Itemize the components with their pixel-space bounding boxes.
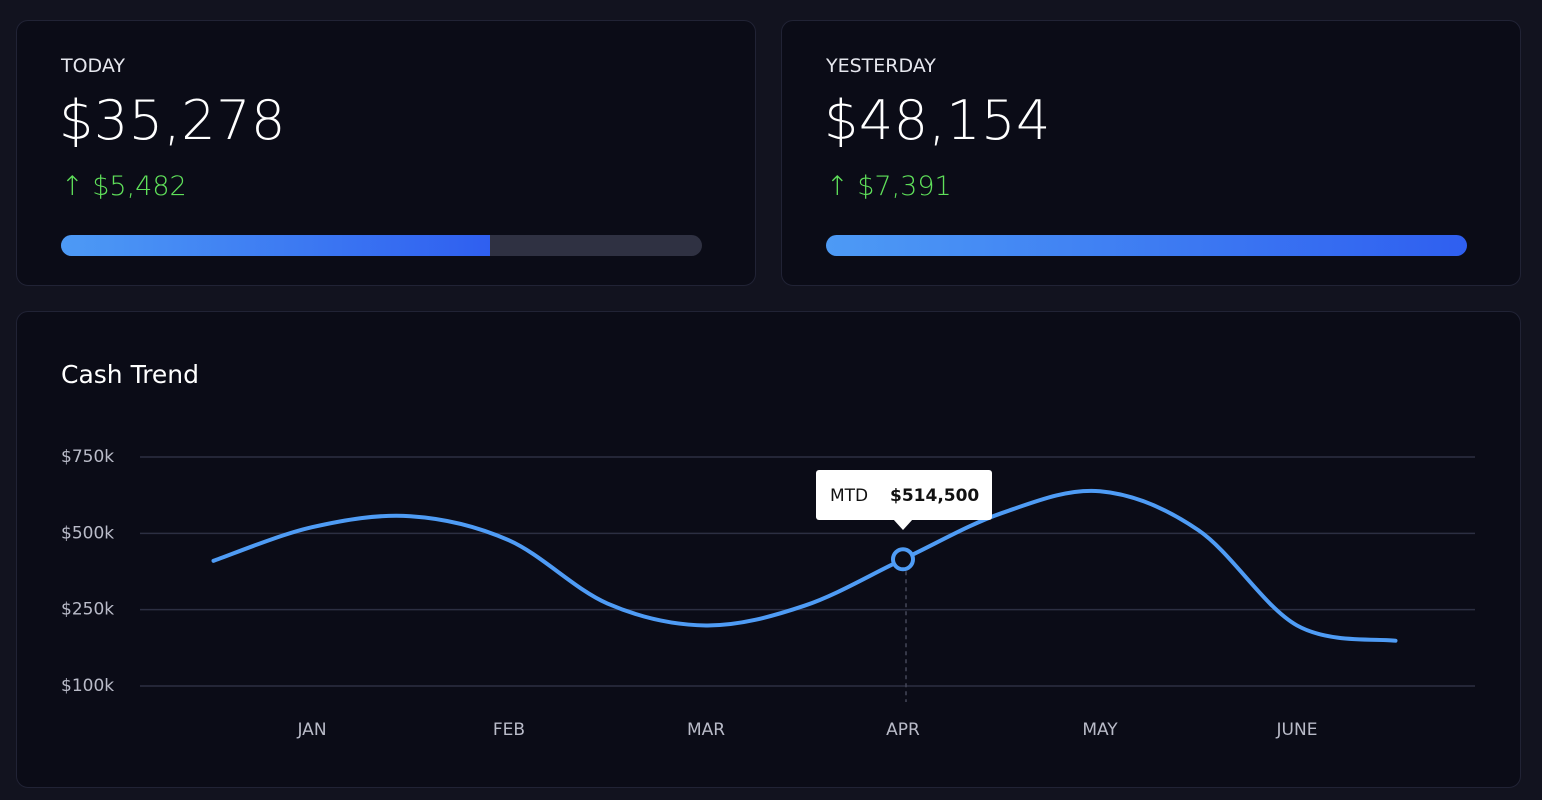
tooltip-pointer: [893, 519, 913, 530]
tooltip-value: $514,500: [890, 486, 979, 506]
change-value: $5,482: [92, 171, 187, 202]
tooltip-box: [816, 470, 992, 520]
card-amount: $48,154: [824, 89, 1051, 152]
x-tick-label: MAR: [687, 720, 725, 740]
progress-fill: [61, 235, 491, 256]
x-tick-label: JAN: [296, 720, 326, 740]
y-tick-label: $750k: [61, 447, 114, 467]
yesterday-card: YESTERDAY $48,154 ↑ $7,391: [781, 20, 1521, 286]
progress-fill: [826, 235, 1467, 256]
trend-line: [211, 488, 1398, 643]
up-arrow: ↑: [826, 171, 858, 202]
x-tick-label: JUNE: [1276, 720, 1318, 740]
card-change: ↑ $7,391: [826, 171, 952, 202]
tooltip: MTD $514,500: [816, 470, 992, 530]
card-change: ↑ $5,482: [61, 171, 187, 202]
today-card: TODAY $35,278 ↑ $5,482: [16, 20, 756, 286]
chart-title: Cash Trend: [61, 360, 199, 389]
up-arrow: ↑: [61, 171, 93, 202]
y-tick-label: $500k: [61, 523, 114, 543]
x-tick-label: APR: [886, 720, 920, 740]
card-amount: $35,278: [59, 89, 286, 152]
x-tick-label: MAY: [1082, 720, 1118, 740]
change-value: $7,391: [857, 171, 952, 202]
highlight-point: [891, 547, 915, 572]
x-tick-label: FEB: [493, 720, 525, 740]
chart-card: [16, 311, 1521, 788]
card-label: YESTERDAY: [826, 55, 936, 77]
progress-track: [826, 235, 1467, 256]
card-label: TODAY: [61, 55, 125, 77]
progress-track: [61, 235, 702, 256]
y-tick-label: $250k: [61, 600, 114, 620]
y-tick-label: $100k: [61, 676, 114, 696]
tooltip-label: MTD: [830, 486, 868, 506]
